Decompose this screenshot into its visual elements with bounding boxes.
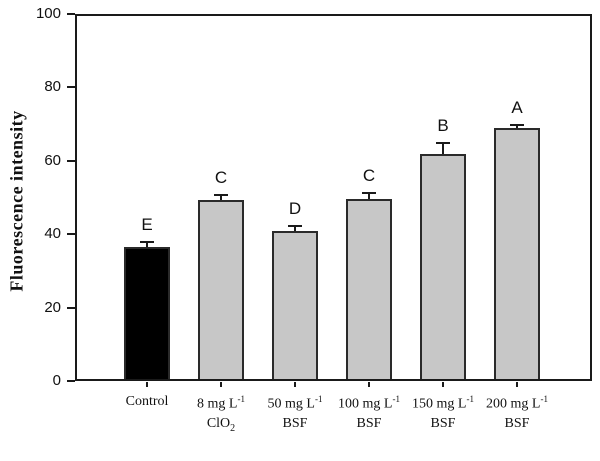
x-axis-label-line1: 200 mg L-1 (486, 394, 548, 412)
x-axis-tick (368, 382, 370, 387)
significance-letter: C (214, 167, 228, 187)
x-axis-label-line1: 100 mg L-1 (338, 394, 400, 412)
y-axis-tick (67, 86, 75, 89)
error-bar (516, 124, 518, 128)
error-bar (220, 194, 222, 201)
significance-letter: E (141, 215, 153, 235)
x-axis-label-line1: Control (125, 394, 169, 409)
error-bar-cap (510, 123, 524, 126)
x-axis-label-line2: BSF (356, 416, 382, 431)
x-axis-label-superscript: -1 (466, 394, 474, 404)
y-axis-tick-label: 0 (52, 372, 61, 389)
significance-letter: A (511, 97, 523, 117)
y-axis-tick (67, 233, 75, 236)
x-axis-tick (442, 382, 444, 387)
x-axis-label-line1: 50 mg L-1 (267, 394, 323, 412)
error-bar-cap (140, 241, 154, 244)
x-axis-tick (294, 382, 296, 387)
x-axis-label-superscript: -1 (314, 394, 323, 404)
error-bar-cap (288, 224, 302, 227)
bar (272, 230, 318, 381)
error-bar (146, 242, 148, 248)
x-axis-tick (146, 382, 148, 387)
y-axis-tick-label: 40 (44, 225, 61, 243)
error-bar (294, 225, 296, 231)
x-axis-label-line2: BSF (282, 416, 308, 431)
y-axis-tick-label: 100 (35, 5, 61, 22)
x-axis-label-subscript: 2 (230, 422, 236, 434)
y-axis-tick-label: 80 (44, 78, 61, 96)
bar (198, 200, 244, 381)
error-bar (442, 143, 444, 155)
y-axis-tick (67, 306, 75, 309)
x-axis-label-line1: 150 mg L-1 (412, 394, 474, 412)
x-axis-label-line2: BSF (430, 416, 456, 431)
y-axis-tick-label: 60 (44, 151, 61, 169)
plot-area: 0 20 40 60 80 100 E Control C 8 mg L-1 ClO2 D 50 mg … (36, 5, 592, 434)
x-axis-label-line1: 8 mg L-1 (197, 394, 245, 412)
y-axis-tick (67, 159, 75, 162)
y-axis-title: Fluorescence intensity (6, 110, 27, 292)
bar (420, 154, 466, 381)
error-bar-cap (362, 191, 376, 194)
error-bar-cap (436, 142, 450, 145)
significance-letter: C (362, 165, 376, 185)
bar (124, 247, 170, 381)
x-axis-tick (516, 382, 518, 387)
error-bar-cap (214, 193, 228, 196)
x-axis-label-superscript: -1 (237, 394, 245, 404)
error-bar (368, 192, 370, 200)
x-axis-label-superscript: -1 (392, 394, 400, 404)
significance-letter: B (437, 116, 449, 136)
y-axis-tick (67, 380, 75, 382)
bar (346, 199, 392, 381)
y-axis-tick (67, 13, 75, 15)
bar (494, 127, 540, 381)
significance-letter: D (288, 198, 302, 218)
y-axis-tick-label: 20 (44, 298, 61, 316)
x-axis-label-line2: ClO2 (206, 416, 236, 434)
x-axis-tick (220, 382, 222, 387)
x-axis-label-line2: BSF (504, 416, 530, 431)
x-axis-label-superscript: -1 (540, 394, 548, 404)
